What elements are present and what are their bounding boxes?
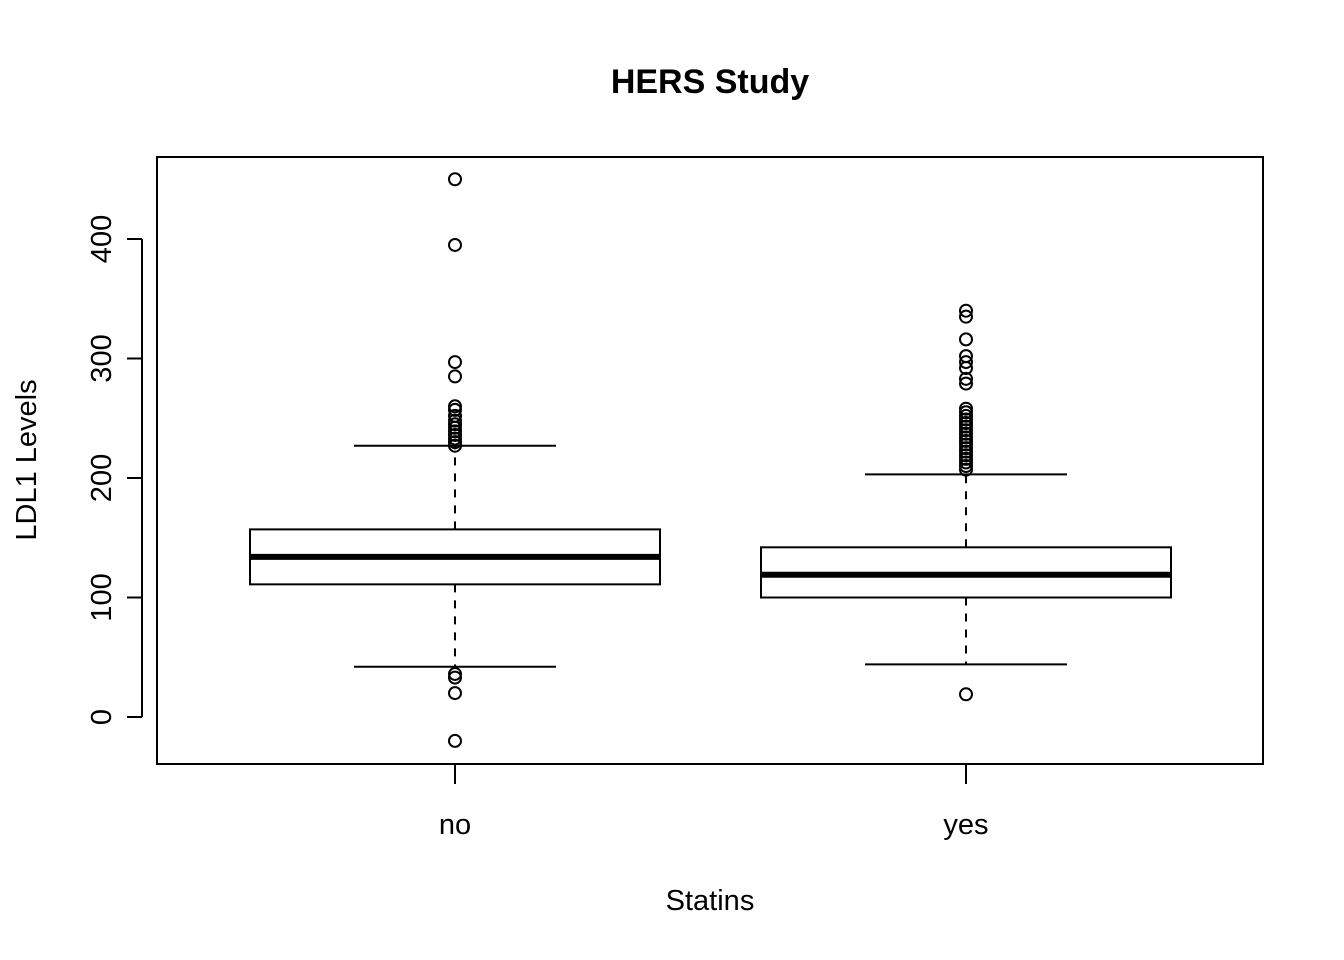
outlier-point [448,402,462,417]
box-yes [760,303,1172,702]
outlier-point [959,355,973,370]
outlier-point [448,237,462,252]
outlier-point [448,686,462,701]
outlier-point [959,376,973,391]
outlier-point [448,670,462,685]
outlier-point [959,462,973,477]
outlier-point [959,332,973,347]
x-axis-label: Statins [666,885,755,917]
y-tick-label: 100 [86,573,118,621]
chart-title: HERS Study [611,63,809,101]
outlier-point [448,355,462,370]
x-tick-label: yes [943,809,988,841]
y-axis: 0 100 200 300 400 [86,215,143,725]
y-axis-label: LDL1 Levels [11,379,43,540]
x-tick-label: no [439,809,471,841]
outlier-point [448,172,462,187]
box-no [249,172,661,748]
outlier-point [959,303,973,318]
plot-frame [156,156,1264,765]
boxes [249,172,1172,748]
x-axis: no yes [439,764,989,841]
y-tick-label: 200 [86,454,118,502]
y-tick-label: 0 [86,709,118,725]
outlier-point [448,438,462,453]
outlier-point [448,733,462,748]
y-tick-label: 300 [86,334,118,382]
outlier-point [959,371,973,386]
y-tick-label: 400 [86,215,118,263]
outlier-point [959,687,973,702]
outlier-point [959,361,973,376]
outlier-point [959,309,973,324]
outlier-point [448,369,462,384]
